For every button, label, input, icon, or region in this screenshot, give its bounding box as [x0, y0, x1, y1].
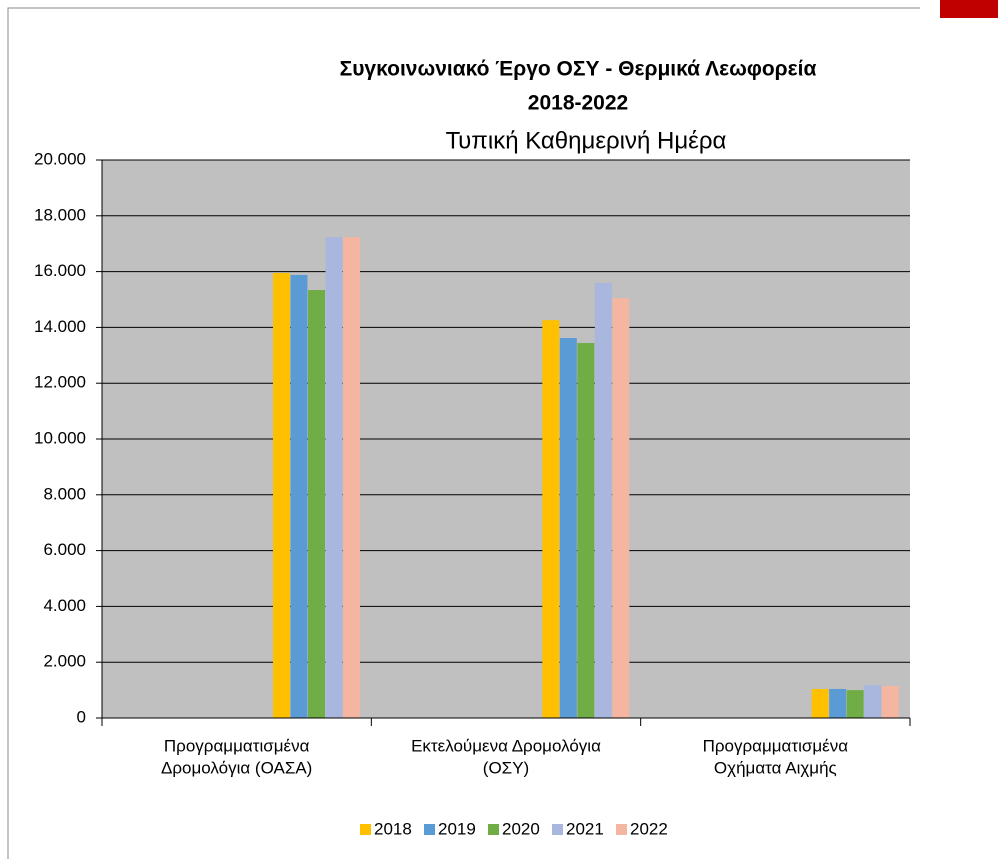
bar	[577, 343, 595, 718]
x-tick-label: Προγραμματισμένα	[164, 736, 310, 755]
legend-label: 2021	[566, 819, 604, 838]
legend-swatch	[360, 824, 371, 835]
bar	[612, 298, 630, 718]
bar	[881, 685, 899, 718]
chart-subtitle: Τυπική Καθημερινή Ημέρα	[446, 127, 727, 154]
bar	[559, 338, 577, 718]
x-tick-label: Δρομολόγια (ΟΑΣΑ)	[161, 758, 312, 777]
bar	[811, 688, 829, 718]
y-tick-label: 6.000	[43, 540, 86, 559]
bar	[273, 272, 290, 718]
y-tick-label: 10.000	[34, 428, 86, 447]
bar	[290, 274, 308, 718]
bar	[343, 237, 360, 718]
x-tick-label: Εκτελούμενα Δρομολόγια	[411, 736, 601, 755]
y-tick-label: 18.000	[34, 205, 86, 224]
y-tick-label: 12.000	[34, 373, 86, 392]
frame	[7, 7, 920, 859]
chart-title: Συγκοινωνιακό Έργο ΟΣΥ - Θερμικά Λεωφορε…	[340, 58, 817, 81]
y-tick-label: 20.000	[34, 149, 86, 168]
legend-label: 2022	[630, 819, 668, 838]
bar	[594, 283, 612, 718]
x-tick-label: Οχήματα Αιχμής	[714, 758, 837, 777]
bar	[308, 290, 325, 718]
y-tick-label: 4.000	[43, 596, 86, 615]
bar	[829, 688, 847, 718]
y-tick-label: 16.000	[34, 261, 86, 280]
corner-badge	[940, 0, 998, 18]
bar	[846, 690, 864, 718]
legend-swatch	[424, 824, 435, 835]
y-tick-label: 0	[77, 707, 86, 726]
legend-label: 2018	[374, 819, 412, 838]
y-tick-label: 2.000	[43, 652, 86, 671]
x-tick-label: Προγραμματισμένα	[703, 736, 849, 755]
legend-label: 2019	[438, 819, 476, 838]
chart-title: 2018-2022	[528, 92, 628, 115]
legend-swatch	[552, 824, 563, 835]
bar	[864, 685, 882, 718]
bar	[325, 237, 343, 718]
y-tick-label: 8.000	[43, 484, 86, 503]
legend-label: 2020	[502, 819, 540, 838]
bar	[542, 320, 560, 718]
x-tick-label: (ΟΣΥ)	[483, 758, 529, 777]
y-tick-label: 14.000	[34, 317, 86, 336]
legend-swatch	[616, 824, 627, 835]
legend-swatch	[488, 824, 499, 835]
